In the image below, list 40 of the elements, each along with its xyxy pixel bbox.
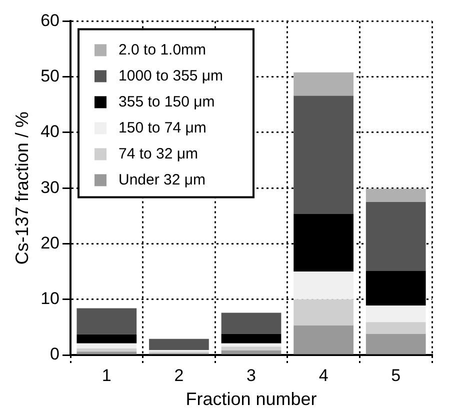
legend-label: 355 to 150 μm: [118, 93, 215, 110]
bar: [294, 326, 354, 354]
bar: [366, 322, 426, 334]
y-tick-label: 40: [40, 122, 60, 142]
y-tick-label: 30: [40, 178, 60, 197]
x-axis-title: Fraction number: [186, 389, 317, 410]
bar: [76, 308, 137, 334]
bar: [76, 343, 137, 348]
bar: [294, 96, 354, 214]
x-tick-label: 5: [391, 366, 401, 385]
bar: [294, 272, 354, 300]
x-tick-label: 2: [174, 366, 184, 385]
bar: [366, 188, 426, 202]
y-tick-label: 0: [50, 344, 60, 364]
bar: [221, 350, 282, 354]
y-tick-label: 20: [40, 233, 60, 252]
x-tick-label: 4: [318, 366, 328, 385]
x-tick-label: 3: [246, 366, 256, 385]
y-tick-label: 50: [40, 66, 60, 86]
legend-label: 74 to 32 μm: [118, 145, 198, 162]
y-axis-title: Cs-137 fraction / %: [12, 112, 32, 265]
legend-label: 150 to 74 μm: [118, 119, 206, 136]
bar: [221, 312, 282, 334]
bar: [366, 202, 426, 271]
bar: [221, 346, 282, 351]
bar: [76, 348, 137, 352]
bar: [366, 334, 426, 354]
bar: [149, 338, 209, 350]
legend-label: 2.0 to 1.0mm: [118, 41, 206, 58]
y-tick-label: 60: [40, 10, 60, 30]
bar: [294, 72, 354, 96]
bar: [221, 334, 282, 344]
legend-label: 1000 to 355 μm: [118, 67, 224, 84]
legend-label: Under 32 μm: [118, 171, 206, 188]
x-tick-label: 1: [102, 366, 112, 385]
bar: [76, 334, 137, 344]
bar: [76, 352, 137, 354]
y-tick-label: 10: [40, 289, 60, 308]
bar: [294, 299, 354, 326]
bar: [366, 305, 426, 322]
